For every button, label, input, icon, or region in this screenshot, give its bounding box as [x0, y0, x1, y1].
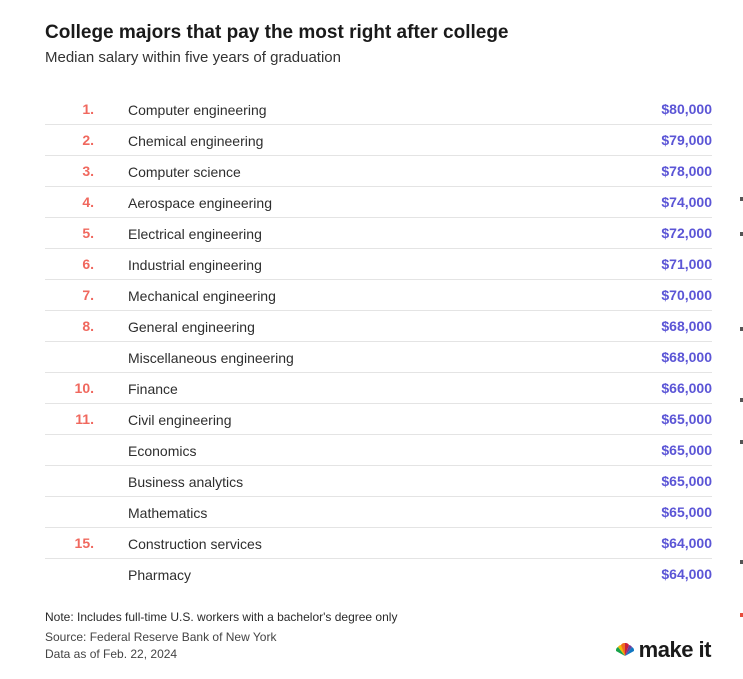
salary-value: $68,000	[661, 318, 712, 334]
major-label: Computer engineering	[128, 102, 267, 118]
cnbc-make-it-logo[interactable]: make it	[615, 637, 712, 663]
rank-label: 15.	[74, 535, 94, 551]
salary-value: $64,000	[661, 535, 712, 551]
footer-as-of: Data as of Feb. 22, 2024	[45, 647, 178, 661]
table-row: Economics $65,000	[45, 435, 712, 466]
major-label: Civil engineering	[128, 412, 232, 428]
salary-value: $65,000	[661, 473, 712, 489]
table-row: 6. Industrial engineering $71,000	[45, 249, 712, 280]
salary-table: 1. Computer engineering $80,000 2. Chemical …	[45, 94, 712, 590]
salary-value: $79,000	[661, 132, 712, 148]
table-row: 5. Electrical engineering $72,000	[45, 218, 712, 249]
peacock-icon	[615, 642, 634, 656]
rank-label: 3.	[82, 163, 94, 179]
salary-value: $65,000	[661, 411, 712, 427]
rank-label: 8.	[82, 318, 94, 334]
salary-value: $72,000	[661, 225, 712, 241]
major-label: Miscellaneous engineering	[128, 350, 294, 366]
logo-text: make it	[638, 637, 712, 662]
rank-label: 7.	[82, 287, 94, 303]
salary-value: $66,000	[661, 380, 712, 396]
major-label: Industrial engineering	[128, 257, 262, 273]
table-row: Mathematics $65,000	[45, 497, 712, 528]
footer-source: Source: Federal Reserve Bank of New York	[45, 630, 277, 644]
major-label: Mathematics	[128, 505, 208, 521]
table-row: 11. Civil engineering $65,000	[45, 404, 712, 435]
table-row: 1. Computer engineering $80,000	[45, 94, 712, 125]
salary-value: $70,000	[661, 287, 712, 303]
major-label: Aerospace engineering	[128, 195, 272, 211]
table-row: 2. Chemical engineering $79,000	[45, 125, 712, 156]
rank-label: 11.	[75, 411, 94, 427]
rank-label: 4.	[82, 194, 94, 210]
major-label: Finance	[128, 381, 178, 397]
rank-label: 6.	[82, 256, 94, 272]
rank-label: 2.	[82, 132, 94, 148]
table-row: 8. General engineering $68,000	[45, 311, 712, 342]
salary-value: $64,000	[661, 566, 712, 582]
major-label: Construction services	[128, 536, 262, 552]
salary-value: $68,000	[661, 349, 712, 365]
salary-value: $71,000	[661, 256, 712, 272]
rank-label: 10.	[74, 380, 94, 396]
table-row: Business analytics $65,000	[45, 466, 712, 497]
salary-value: $65,000	[661, 504, 712, 520]
table-row: 10. Finance $66,000	[45, 373, 712, 404]
chart-subtitle: Median salary within five years of gradu…	[45, 49, 341, 66]
salary-value: $74,000	[661, 194, 712, 210]
rank-label: 1.	[82, 101, 94, 117]
salary-value: $78,000	[661, 163, 712, 179]
major-label: Electrical engineering	[128, 226, 262, 242]
table-row: Miscellaneous engineering $68,000	[45, 342, 712, 373]
table-row: 4. Aerospace engineering $74,000	[45, 187, 712, 218]
major-label: Chemical engineering	[128, 133, 264, 149]
table-row: Pharmacy $64,000	[45, 559, 712, 590]
chart-title: College majors that pay the most right a…	[45, 22, 509, 43]
major-label: Business analytics	[128, 474, 244, 490]
salary-value: $65,000	[661, 442, 712, 458]
major-label: General engineering	[128, 319, 255, 335]
table-row: 7. Mechanical engineering $70,000	[45, 280, 712, 311]
salary-value: $80,000	[661, 101, 712, 117]
major-label: Mechanical engineering	[128, 288, 276, 304]
rank-label: 5.	[82, 225, 94, 241]
footer-note: Note: Includes full-time U.S. workers wi…	[45, 610, 398, 624]
major-label: Pharmacy	[128, 567, 192, 583]
major-label: Computer science	[128, 164, 241, 180]
table-row: 15. Construction services $64,000	[45, 528, 712, 559]
major-label: Economics	[128, 443, 197, 459]
table-row: 3. Computer science $78,000	[45, 156, 712, 187]
